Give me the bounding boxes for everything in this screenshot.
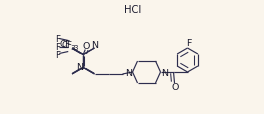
Text: N: N [161,68,168,77]
Text: F: F [55,51,60,60]
Text: O: O [172,83,179,92]
Text: 3: 3 [70,44,75,50]
Text: N: N [91,40,98,49]
Text: CF: CF [60,40,71,49]
Text: CF: CF [62,41,73,50]
Text: 3: 3 [73,44,78,50]
Text: HCl: HCl [124,5,142,15]
Text: N: N [76,62,83,71]
Text: F: F [55,35,60,44]
Text: F: F [186,39,191,48]
Text: O: O [83,42,90,51]
Text: N: N [125,68,132,77]
Text: F: F [55,43,60,52]
